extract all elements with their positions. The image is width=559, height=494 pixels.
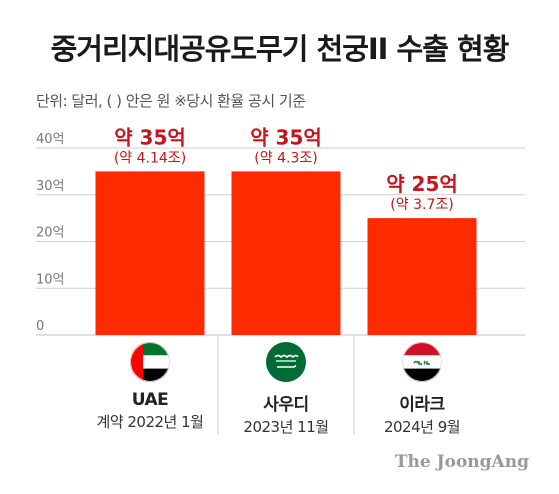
saudi-flag-icon [266,342,306,382]
bar [231,171,341,335]
bar [367,218,477,335]
value-label: 약 35억 [250,125,322,149]
y-tick-label: 40억 [36,132,65,147]
won-value-label: (약 4.14조) [114,150,186,166]
category-name: UAE [131,390,169,410]
value-label: 약 25억 [386,172,458,196]
iraq-flag-icon [402,342,442,382]
bar [95,171,205,335]
contract-date: 2023년 11월 [243,418,329,436]
y-tick-label: 20억 [36,226,65,241]
won-value-label: (약 3.7조) [390,197,453,213]
uae-flag-icon [130,342,170,382]
category-label-uae: UAE 계약 2022년 1월 [80,390,220,432]
category-label-saudi: 사우디 2023년 11월 [216,390,356,437]
value-label: 약 35억 [114,125,186,149]
unit-note: 단위: 달러, ( ) 안은 원 ※당시 환율 공시 기준 [36,92,306,110]
y-tick-label: 0 [36,319,44,334]
y-tick-label: 30억 [36,179,65,194]
chart-title: 중거리지대공유도무기 천궁II 수출 현황 [50,32,510,66]
source-logo: The JoongAng [394,452,529,472]
y-tick-label: 10억 [36,272,65,287]
category-name: 사우디 [263,395,309,415]
category-label-iraq: 이라크 2024년 9월 [352,390,492,437]
won-value-label: (약 4.3조) [254,150,317,166]
category-name: 이라크 [399,395,445,415]
contract-date: 계약 2022년 1월 [96,413,204,431]
contract-date: 2024년 9월 [383,418,461,436]
